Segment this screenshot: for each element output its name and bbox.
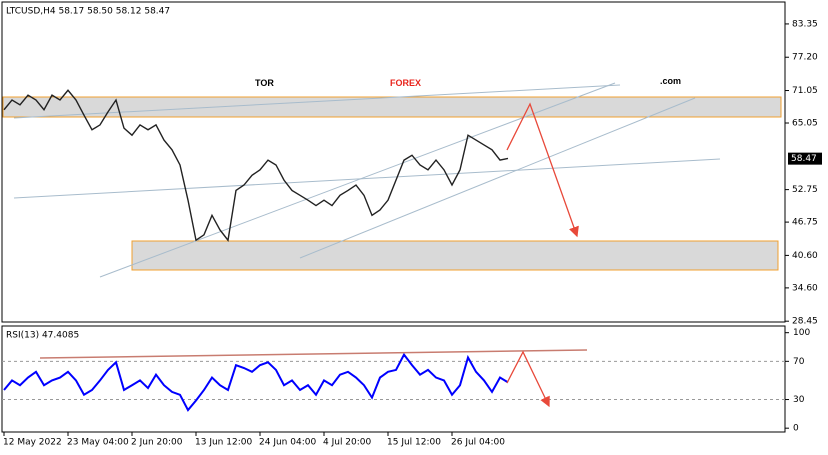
- y-tick-label: 30: [793, 395, 805, 405]
- price-title: LTCUSD,H4 58.17 58.50 58.12 58.47: [6, 7, 170, 17]
- y-tick-label: 77.20: [792, 53, 818, 63]
- rsi-line: [3, 352, 509, 412]
- y-tick-label: 28.45: [792, 317, 818, 327]
- x-tick-label: 26 Jul 04:00: [451, 438, 505, 448]
- y-tick-label: 40.60: [792, 251, 818, 261]
- y-tick-label: 0: [793, 424, 799, 434]
- x-tick-label: 4 Jul 20:00: [323, 438, 372, 448]
- y-tick-label: 71.05: [792, 86, 818, 96]
- rsi-trendline: [39, 349, 588, 359]
- y-tick-label: 65.05: [792, 119, 818, 129]
- brand-com: .com: [660, 76, 681, 86]
- x-tick-label: 13 Jun 12:00: [195, 438, 252, 448]
- y-tick-label: 52.75: [792, 185, 818, 195]
- last-price-label: 58.47: [791, 154, 817, 164]
- rsi-panel: [1, 325, 786, 433]
- last-price-box: [788, 152, 822, 165]
- y-tick-label: 46.75: [792, 218, 818, 228]
- x-tick-label: 24 Jun 04:00: [259, 438, 316, 448]
- x-tick-label: 15 Jul 12:00: [387, 438, 441, 448]
- y-tick-label: 100: [793, 328, 810, 338]
- y-tick-label: 83.35: [792, 19, 818, 29]
- y-tick-label: 70: [793, 357, 805, 367]
- plot: 83.35 77.20 71.05 65.05 52.75 46.75 40.60 34.60…: [2, 19, 822, 448]
- trendline: [299, 97, 696, 259]
- brand: TOR FOREX .com: [255, 76, 681, 88]
- brand-forex: FOREX: [390, 78, 421, 88]
- zones: [2, 96, 782, 271]
- x-tick-label: 2 Jun 20:00: [131, 438, 183, 448]
- brand-tor: TOR: [255, 78, 274, 88]
- trendlines: [13, 82, 721, 278]
- price-line: [3, 89, 509, 242]
- trendline: [13, 84, 621, 119]
- trendline: [13, 158, 721, 199]
- y-tick-label: 34.60: [792, 283, 818, 293]
- x-tick-label: 12 May 2022: [3, 438, 62, 448]
- x-tick-label: 23 May 04:00: [67, 438, 129, 448]
- rsi-title: RSI(13) 47.4085: [6, 331, 79, 341]
- trendline: [99, 82, 616, 278]
- support-zone: [131, 240, 779, 271]
- rsi-forecast-arrow: [506, 350, 550, 408]
- forecast-arrow: [506, 102, 579, 238]
